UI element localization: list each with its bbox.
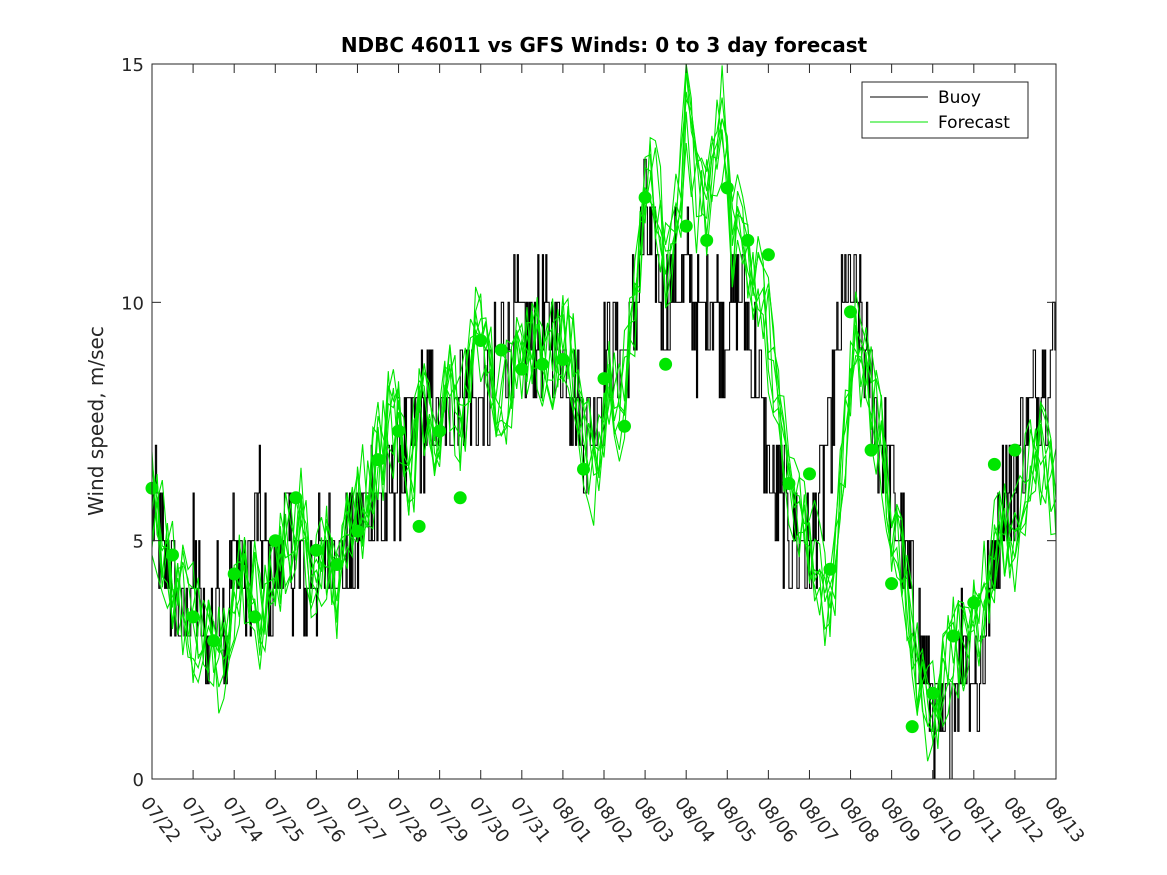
forecast-marker <box>515 362 529 376</box>
forecast-marker <box>720 181 734 195</box>
forecast-marker <box>268 534 282 548</box>
x-tick-label: 08/09 <box>876 793 924 847</box>
x-tick-label: 08/07 <box>794 793 842 847</box>
x-tick-label: 08/13 <box>1040 793 1088 847</box>
x-tick-label: 08/01 <box>547 793 595 847</box>
forecast-marker <box>761 248 775 262</box>
forecast-line-3 <box>151 111 1057 749</box>
x-tick-label: 07/30 <box>465 793 513 847</box>
forecast-marker <box>289 491 303 505</box>
forecast-marker <box>844 305 857 319</box>
forecast-marker <box>227 567 241 581</box>
forecast-marker <box>946 629 960 643</box>
forecast-marker <box>967 596 981 610</box>
x-tick-label: 08/03 <box>629 793 677 847</box>
x-tick-label: 08/10 <box>917 793 965 847</box>
x-tick-label: 07/23 <box>177 793 225 847</box>
x-tick-label: 07/26 <box>300 793 348 847</box>
forecast-marker <box>474 334 488 347</box>
forecast-marker <box>987 457 1001 471</box>
forecast-marker <box>823 562 837 576</box>
forecast-marker <box>782 477 796 490</box>
forecast-marker <box>885 577 899 591</box>
forecast-marker <box>453 491 467 505</box>
forecast-line-6 <box>151 63 1057 733</box>
forecast-marker <box>166 548 179 562</box>
y-tick-label: 10 <box>121 293 144 314</box>
forecast-marker <box>207 634 221 648</box>
legend-buoy-label: Buoy <box>938 88 981 108</box>
forecast-marker <box>926 686 940 700</box>
chart-title: NDBC 46011 vs GFS Winds: 0 to 3 day fore… <box>341 33 868 57</box>
x-tick-label: 07/31 <box>506 793 554 847</box>
forecast-marker <box>494 343 508 357</box>
forecast-marker <box>864 443 878 457</box>
x-tick-label: 08/11 <box>958 793 1006 847</box>
forecast-marker <box>679 219 693 233</box>
forecast-marker <box>351 524 364 538</box>
forecast-marker <box>700 233 714 247</box>
forecast-marker <box>392 424 405 438</box>
x-tick-label: 07/29 <box>424 793 472 847</box>
forecast-series <box>151 63 1057 762</box>
x-tick-label: 08/06 <box>752 793 800 847</box>
forecast-marker <box>577 462 590 476</box>
y-tick-label: 0 <box>133 770 144 791</box>
y-tick-label: 15 <box>121 55 144 76</box>
x-tick-label: 08/04 <box>670 793 718 847</box>
forecast-marker <box>618 419 631 433</box>
y-axis-label: Wind speed, m/sec <box>84 326 108 516</box>
forecast-marker <box>638 191 652 204</box>
forecast-line-2 <box>151 67 1057 717</box>
x-tick-label: 07/28 <box>383 793 431 847</box>
x-tick-label: 08/05 <box>711 793 759 847</box>
forecast-marker <box>556 353 570 366</box>
x-tick-label: 08/12 <box>999 793 1047 847</box>
forecast-marker <box>330 558 344 571</box>
x-tick-label: 07/24 <box>218 793 266 847</box>
legend-box <box>861 81 1029 139</box>
y-tick-label: 5 <box>133 532 144 553</box>
forecast-marker <box>659 357 673 371</box>
forecast-marker <box>433 424 447 438</box>
x-tick-label: 07/22 <box>136 793 184 847</box>
forecast-marker <box>905 720 919 734</box>
forecast-marker <box>412 519 426 533</box>
forecast-marker <box>186 610 200 624</box>
forecast-marker <box>309 543 323 557</box>
x-tick-label: 08/08 <box>835 793 883 847</box>
forecast-marker <box>535 357 549 371</box>
x-tick-label: 08/02 <box>588 793 636 847</box>
forecast-marker <box>741 233 755 247</box>
forecast-line-7 <box>151 97 1057 743</box>
legend: Buoy Forecast <box>861 81 1029 139</box>
legend-forecast-label: Forecast <box>938 113 1010 133</box>
forecast-marker <box>597 372 611 386</box>
x-tick-label: 07/27 <box>342 793 390 847</box>
forecast-marker <box>371 453 385 467</box>
forecast-marker <box>803 467 816 481</box>
forecast-marker <box>248 610 262 624</box>
x-tick-label: 07/25 <box>259 793 307 847</box>
forecast-marker <box>1008 443 1022 457</box>
y-axis-ticks: 0 5 10 15 <box>121 55 1056 791</box>
